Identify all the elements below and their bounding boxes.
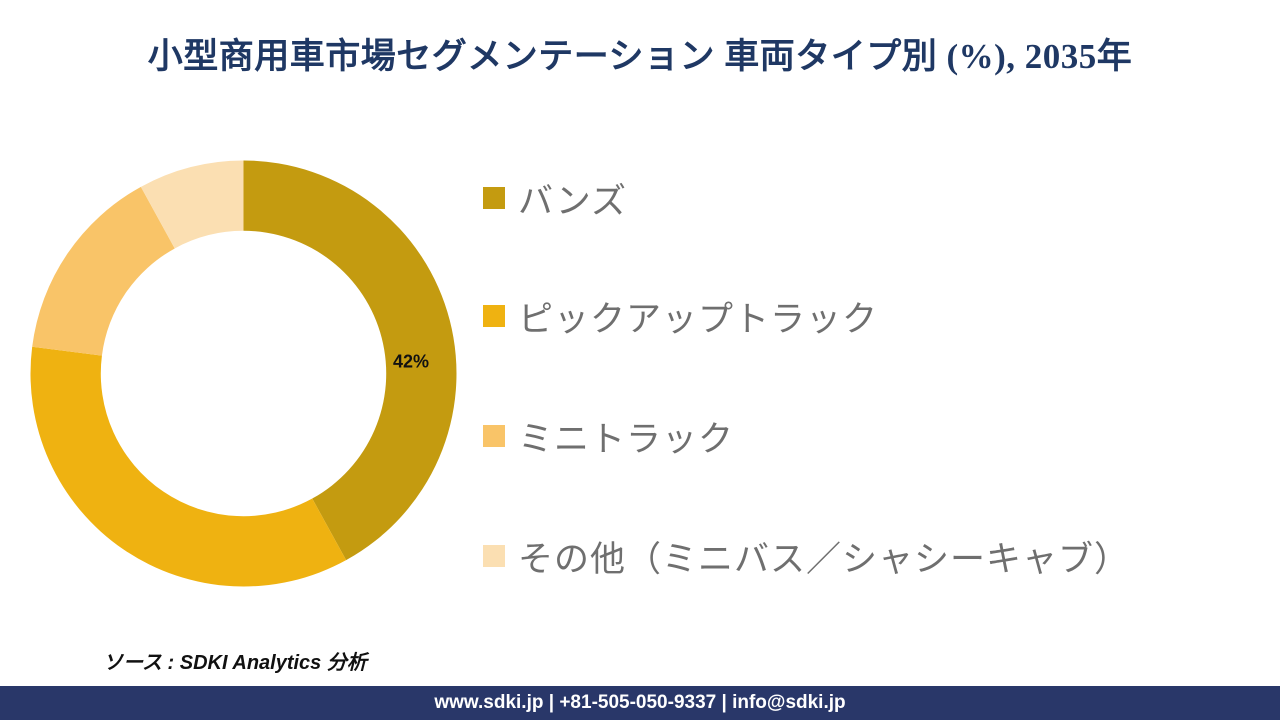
legend-item-mini-trucks: ミニトラック bbox=[483, 414, 734, 459]
legend-swatch-pickup-trucks bbox=[483, 305, 505, 327]
legend-label-others: その他（ミニバス／シャシーキャブ） bbox=[518, 539, 1131, 579]
donut-segment-0 bbox=[243, 160, 457, 561]
legend-label-vans: バンズ bbox=[518, 181, 628, 221]
source-attribution: ソース : SDKI Analytics 分析 bbox=[103, 652, 367, 674]
footer-bar: www.sdki.jp | +81-505-050-9337 | info@sd… bbox=[0, 686, 1280, 720]
legend-item-others: その他（ミニバス／シャシーキャブ） bbox=[483, 534, 1130, 579]
donut-segment-2 bbox=[32, 186, 175, 356]
donut-segment-1 bbox=[30, 346, 347, 587]
donut-chart: 42% bbox=[30, 160, 457, 587]
legend-swatch-mini-trucks bbox=[483, 425, 505, 447]
legend-item-pickup-trucks: ピックアップトラック bbox=[483, 294, 878, 339]
legend-swatch-others bbox=[483, 545, 505, 567]
chart-title: 小型商用車市場セグメンテーション 車両タイプ別 (%), 2035年 bbox=[147, 37, 1133, 76]
legend-label-pickup-trucks: ピックアップトラック bbox=[518, 299, 879, 339]
donut-segment-3 bbox=[140, 160, 244, 249]
donut-chart-svg bbox=[30, 160, 457, 587]
legend-swatch-vans bbox=[483, 187, 505, 209]
footer-contact-text: www.sdki.jp | +81-505-050-9337 | info@sd… bbox=[434, 692, 846, 713]
legend-item-vans: バンズ bbox=[483, 176, 627, 221]
data-label-vans: 42% bbox=[392, 351, 430, 372]
legend-label-mini-trucks: ミニトラック bbox=[518, 419, 735, 459]
